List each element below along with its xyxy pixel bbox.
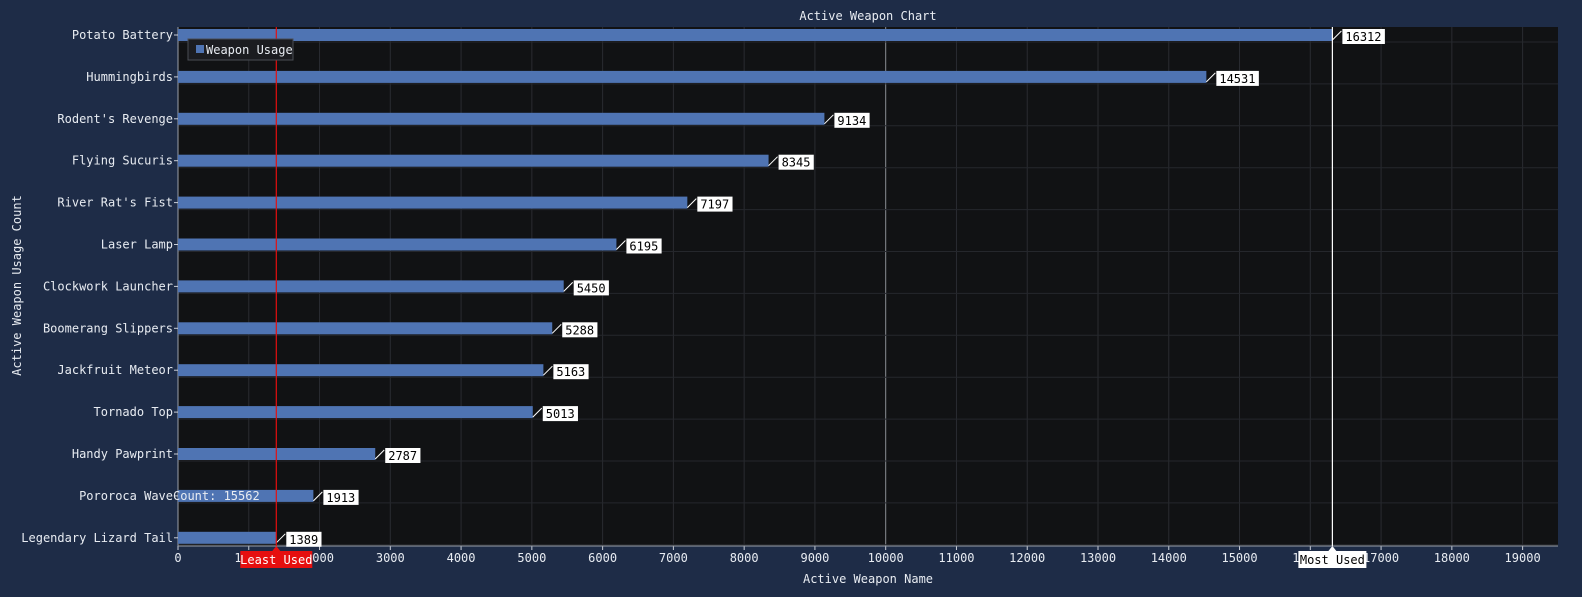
x-tick-label: 6000 <box>588 551 617 565</box>
category-label: Legendary Lizard Tail <box>21 531 173 545</box>
count-readout: Count: 15562 <box>173 489 260 503</box>
category-label: Clockwork Launcher <box>43 279 173 293</box>
bar-pororoca-wave <box>178 489 314 502</box>
bar-tornado-top <box>178 406 533 419</box>
bar-rodent-s-revenge <box>178 112 825 125</box>
data-label-box <box>834 112 870 128</box>
data-label-leader <box>313 491 323 502</box>
data-label: 9134 <box>837 114 866 128</box>
category-label: Hummingbirds <box>86 70 173 84</box>
x-tick-label: 15000 <box>1221 551 1257 565</box>
x-tick-label: 14000 <box>1151 551 1187 565</box>
data-label: 5013 <box>546 407 575 421</box>
most-used-label: Most Used <box>1300 553 1365 567</box>
x-tick-label: 2000 <box>305 551 334 565</box>
bar-clockwork-launcher <box>178 280 564 293</box>
data-label-box <box>553 364 589 380</box>
category-label: Handy Pawprint <box>72 447 173 461</box>
data-label-leader <box>824 114 834 125</box>
data-label-box <box>286 531 322 547</box>
data-label-leader <box>551 323 562 334</box>
data-label-box <box>323 489 359 505</box>
data-label: 5163 <box>556 365 585 379</box>
x-axis-title: Active Weapon Name <box>803 572 933 586</box>
data-label: 16312 <box>1345 30 1381 44</box>
category-label: Tornado Top <box>94 405 173 419</box>
category-label: River Rat's Fist <box>57 196 173 210</box>
x-tick-label: 4000 <box>447 551 476 565</box>
x-tick-label: 8000 <box>730 551 759 565</box>
data-label-leader <box>563 282 574 292</box>
category-label: Rodent's Revenge <box>57 112 173 126</box>
legend-swatch <box>196 45 204 53</box>
bar-flying-sucuris <box>178 154 769 167</box>
category-label: Potato Battery <box>72 28 173 42</box>
bar-boomerang-slippers <box>178 322 553 335</box>
data-label-leader <box>616 240 626 250</box>
data-label-leader <box>768 156 778 167</box>
bar-laser-lamp <box>178 238 617 251</box>
data-label-leader <box>1205 72 1216 83</box>
data-label: 5450 <box>577 281 606 295</box>
data-label-box <box>626 238 662 254</box>
category-label: Pororoca Wave <box>79 489 173 503</box>
chart-title: Active Weapon Chart <box>799 9 936 23</box>
bar-potato-battery <box>178 29 1333 41</box>
legend-box <box>187 38 294 61</box>
data-label: 7197 <box>700 198 729 212</box>
data-label-box <box>1342 29 1385 44</box>
data-label-box <box>697 196 733 212</box>
data-label-leader <box>1332 30 1342 41</box>
data-label: 1913 <box>326 491 355 505</box>
data-label-box <box>778 154 814 170</box>
least-used-marker <box>240 546 313 568</box>
x-tick-label: 13000 <box>1080 551 1116 565</box>
bar-hummingbirds <box>178 70 1207 83</box>
x-tick-label: 9000 <box>800 551 829 565</box>
data-label-leader <box>275 533 286 544</box>
category-label: Flying Sucuris <box>72 154 173 168</box>
data-label: 2787 <box>388 449 417 463</box>
data-label: 14531 <box>1219 72 1255 86</box>
category-label: Laser Lamp <box>101 238 173 252</box>
most-used-marker <box>1298 546 1367 568</box>
x-tick-label: 11000 <box>938 551 974 565</box>
bar-river-rat-s-fist <box>178 196 688 209</box>
x-tick-label: 19000 <box>1505 551 1541 565</box>
x-tick-label: 3000 <box>376 551 405 565</box>
x-tick-label: 17000 <box>1363 551 1399 565</box>
x-tick-label: 7000 <box>659 551 688 565</box>
data-label-box <box>562 322 598 338</box>
category-label: Jackfruit Meteor <box>57 363 173 377</box>
bar-legendary-lizard-tail <box>178 531 277 544</box>
data-label-leader <box>543 365 553 376</box>
category-label: Boomerang Slippers <box>43 321 173 335</box>
data-label-box <box>1216 70 1259 86</box>
data-label-leader <box>532 407 543 418</box>
x-tick-label: 12000 <box>1009 551 1045 565</box>
data-label: 8345 <box>782 156 811 170</box>
data-label: 5288 <box>565 323 594 337</box>
legend-label: Weapon Usage <box>206 43 293 57</box>
y-axis-title: Active Weapon Usage Count <box>10 195 24 376</box>
x-tick-label: 5000 <box>517 551 546 565</box>
data-label: 6195 <box>629 240 658 254</box>
data-label: 1389 <box>289 533 318 547</box>
data-label-leader <box>686 198 697 208</box>
data-label-box <box>385 448 421 463</box>
data-label-box <box>542 406 578 422</box>
x-tick-label: 10000 <box>868 551 904 565</box>
bar-jackfruit-meteor <box>178 364 544 377</box>
x-tick-label: 0 <box>174 551 181 565</box>
data-label-leader <box>374 449 385 460</box>
x-tick-label: 18000 <box>1434 551 1470 565</box>
data-label-box <box>573 280 609 296</box>
legend: Weapon Usage <box>187 38 294 61</box>
least-used-label: Least Used <box>240 553 312 567</box>
